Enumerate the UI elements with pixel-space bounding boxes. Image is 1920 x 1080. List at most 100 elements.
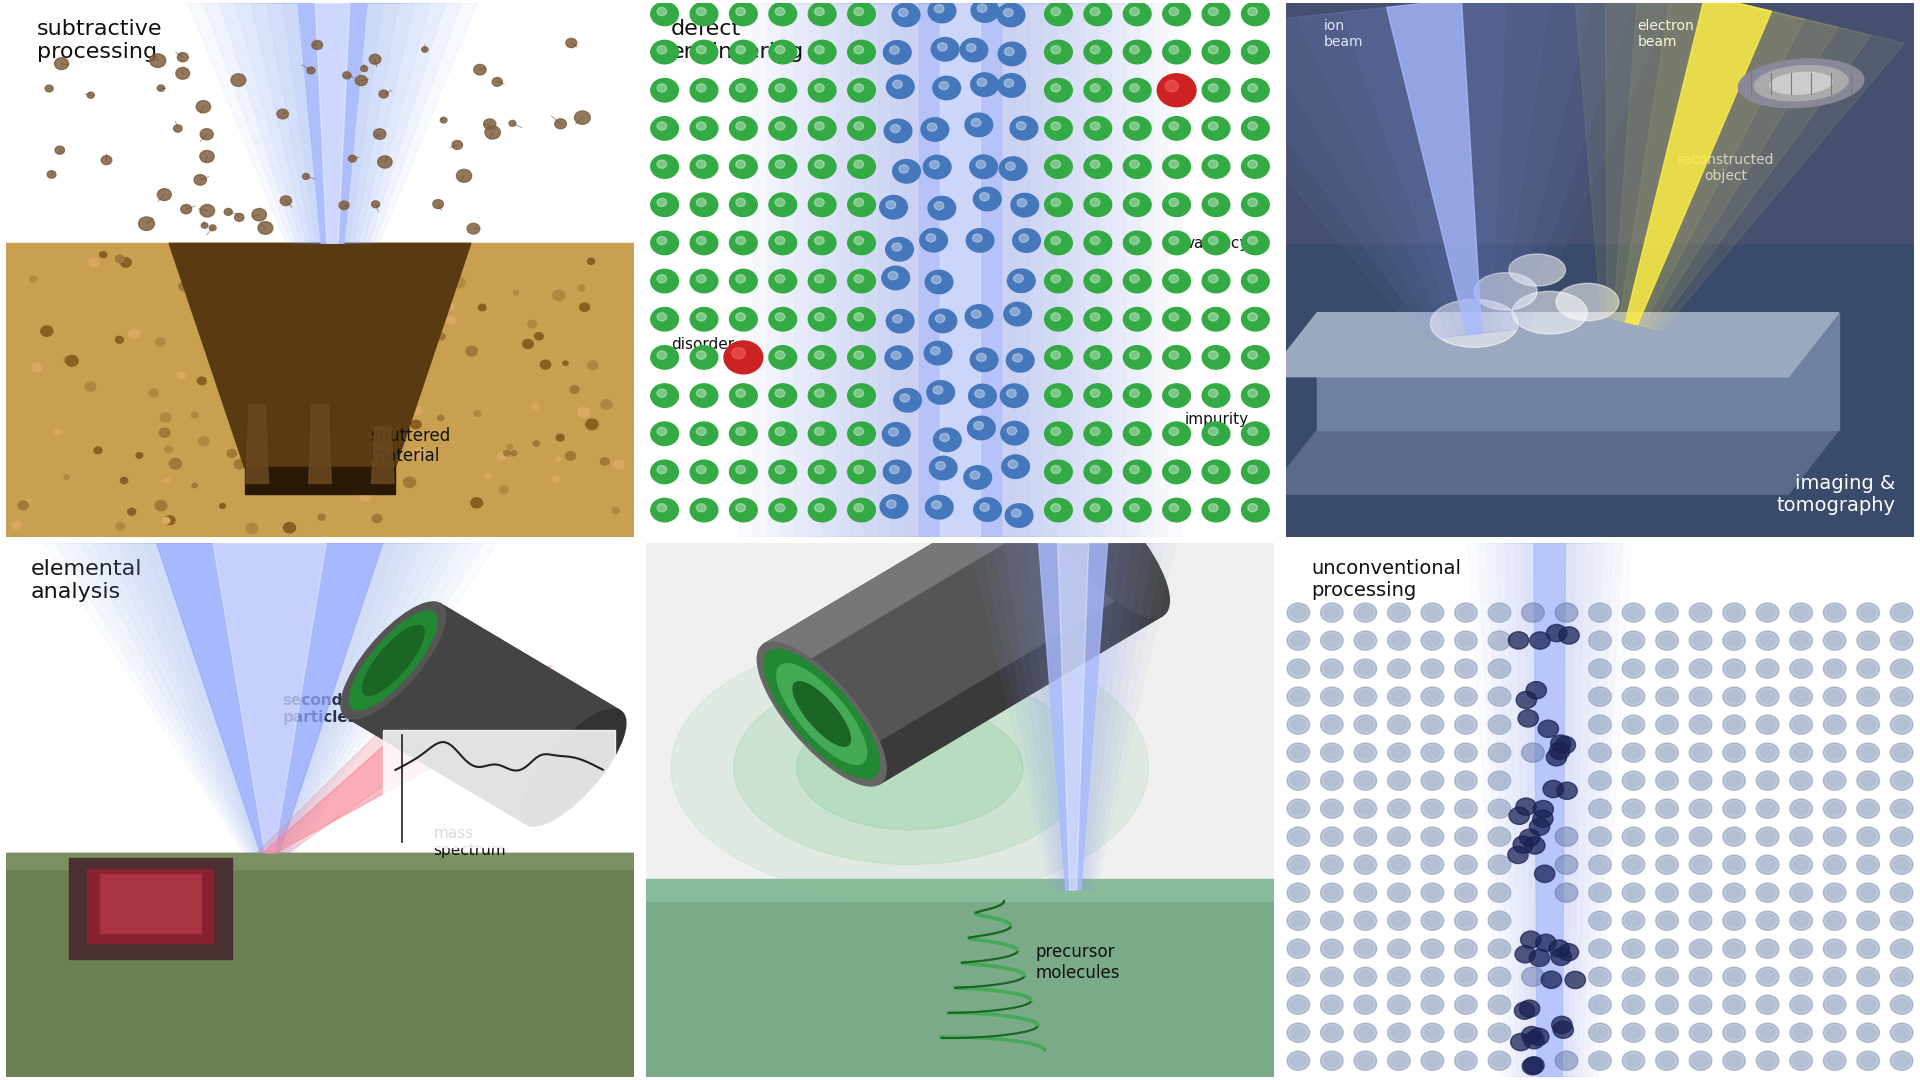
Circle shape [849,498,876,522]
Circle shape [1690,631,1713,650]
Circle shape [486,474,490,478]
Circle shape [1757,631,1780,650]
Circle shape [1164,117,1190,140]
Circle shape [1757,940,1780,958]
Circle shape [1425,887,1440,899]
Circle shape [1392,606,1405,619]
Circle shape [1242,2,1269,26]
Circle shape [1824,912,1845,930]
Circle shape [768,79,797,102]
Circle shape [1459,915,1473,927]
Circle shape [1857,687,1880,706]
Circle shape [849,193,876,216]
Circle shape [854,122,864,131]
Circle shape [1726,746,1741,759]
Circle shape [492,78,503,86]
Ellipse shape [756,642,887,786]
Circle shape [1588,883,1611,902]
Circle shape [1091,313,1100,321]
Circle shape [1123,193,1152,216]
Circle shape [1492,774,1507,787]
Circle shape [1123,117,1152,140]
Circle shape [1757,687,1780,706]
Circle shape [1169,389,1179,397]
Circle shape [697,84,707,92]
Circle shape [338,302,349,312]
Circle shape [1891,799,1912,819]
Circle shape [1659,746,1674,759]
Circle shape [854,465,864,474]
Circle shape [891,124,900,133]
Circle shape [1488,1023,1511,1042]
Circle shape [768,498,797,522]
Text: secondary
particles: secondary particles [282,692,371,725]
Circle shape [257,221,273,234]
Circle shape [1169,122,1179,131]
Circle shape [1594,606,1607,619]
Polygon shape [257,666,553,853]
Circle shape [939,433,948,442]
Circle shape [1325,746,1340,759]
Circle shape [1693,915,1709,927]
Circle shape [1018,199,1027,207]
Circle shape [1626,746,1642,759]
Circle shape [1492,915,1507,927]
Circle shape [730,498,756,522]
Polygon shape [993,543,1152,890]
Circle shape [1655,1051,1678,1070]
Circle shape [1488,659,1511,678]
Circle shape [1722,912,1745,930]
Circle shape [1392,915,1405,927]
Circle shape [1622,659,1645,678]
Circle shape [1354,967,1377,986]
Circle shape [86,92,94,98]
Circle shape [689,2,718,26]
Ellipse shape [342,602,445,719]
Circle shape [977,78,987,86]
Bar [6,853,634,868]
Polygon shape [1342,0,1507,336]
Circle shape [1555,1051,1578,1070]
Circle shape [1761,943,1774,955]
Circle shape [1559,944,1578,961]
Circle shape [29,276,36,282]
Circle shape [651,308,678,330]
Circle shape [1828,774,1841,787]
Circle shape [1622,967,1645,986]
Circle shape [1357,831,1373,842]
Circle shape [1248,274,1258,283]
Circle shape [1164,231,1190,255]
Circle shape [1824,603,1845,622]
Circle shape [1044,193,1071,216]
Circle shape [1793,915,1809,927]
Circle shape [1091,84,1100,92]
Text: imaging &
tomography: imaging & tomography [1776,474,1895,515]
Circle shape [284,523,296,532]
Circle shape [1050,8,1060,16]
Circle shape [1789,912,1812,930]
Circle shape [1202,79,1231,102]
Circle shape [1002,455,1029,478]
Circle shape [1690,1023,1713,1042]
Circle shape [1546,624,1567,642]
Circle shape [849,40,876,64]
Circle shape [1248,84,1258,92]
Circle shape [432,200,444,208]
Circle shape [1388,603,1409,622]
Circle shape [924,341,952,365]
Circle shape [1248,199,1258,206]
Polygon shape [1039,543,1108,890]
Polygon shape [219,3,445,243]
Circle shape [1091,503,1100,512]
Circle shape [1626,1026,1642,1039]
Circle shape [1321,855,1344,875]
Circle shape [1757,743,1780,762]
Circle shape [972,0,998,23]
Circle shape [1286,883,1309,902]
Circle shape [1515,946,1536,963]
Circle shape [1050,465,1060,474]
Circle shape [1655,799,1678,819]
Circle shape [1248,160,1258,168]
Circle shape [776,313,785,321]
Circle shape [1626,718,1642,731]
